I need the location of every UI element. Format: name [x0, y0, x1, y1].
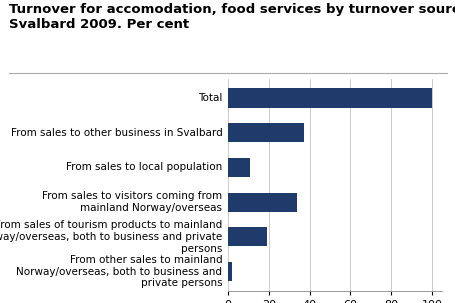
Text: Total: Total [197, 93, 222, 103]
Text: From sales to other business in Svalbard: From sales to other business in Svalbard [10, 128, 222, 138]
Bar [228, 88, 431, 108]
Text: From sales to visitors coming from
mainland Norway/overseas: From sales to visitors coming from mainl… [42, 191, 222, 213]
Bar [228, 227, 266, 247]
Text: From other sales to mainland
Norway/overseas, both to business and
private perso: From other sales to mainland Norway/over… [16, 255, 222, 288]
Bar [228, 193, 297, 212]
Text: From sales of tourism products to mainland
Norway/overseas, both to business and: From sales of tourism products to mainla… [0, 220, 222, 254]
Text: From sales to local population: From sales to local population [66, 162, 222, 172]
Text: Turnover for accomodation, food services by turnover source.
Svalbard 2009. Per : Turnover for accomodation, food services… [9, 3, 455, 31]
Bar [228, 158, 250, 177]
Bar [228, 262, 232, 281]
Bar [228, 123, 303, 142]
